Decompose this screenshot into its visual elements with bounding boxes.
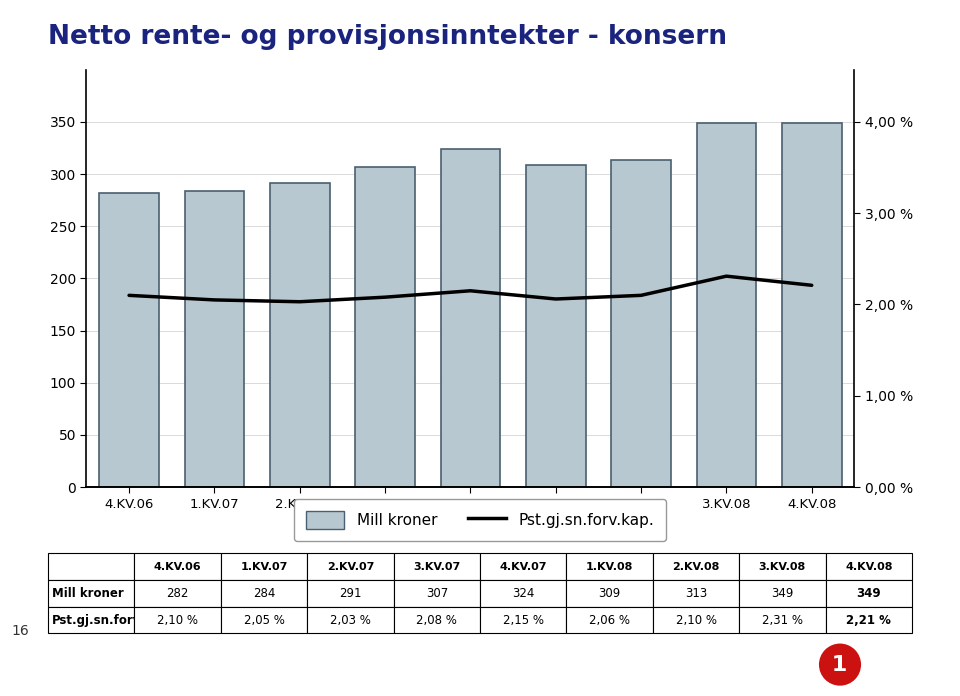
- Bar: [526, 165, 586, 487]
- Bar: [184, 191, 244, 487]
- Bar: [781, 123, 842, 487]
- Bar: [612, 161, 671, 487]
- Legend: Mill kroner, Pst.gj.sn.forv.kap.: Mill kroner, Pst.gj.sn.forv.kap.: [294, 499, 666, 541]
- Bar: [355, 167, 415, 487]
- Bar: [99, 193, 159, 487]
- Text: 1: 1: [825, 655, 855, 674]
- Text: Netto rente- og provisjonsinntekter - konsern: Netto rente- og provisjonsinntekter - ko…: [48, 24, 727, 50]
- Text: SpareBank: SpareBank: [672, 651, 800, 671]
- Bar: [270, 183, 329, 487]
- Bar: [441, 149, 500, 487]
- Bar: [697, 123, 756, 487]
- Text: 16: 16: [12, 624, 29, 638]
- Text: Bank. Forsikring. Og deg.: Bank. Forsikring. Og deg.: [96, 660, 281, 675]
- Text: NORD-NORGE: NORD-NORGE: [672, 675, 759, 688]
